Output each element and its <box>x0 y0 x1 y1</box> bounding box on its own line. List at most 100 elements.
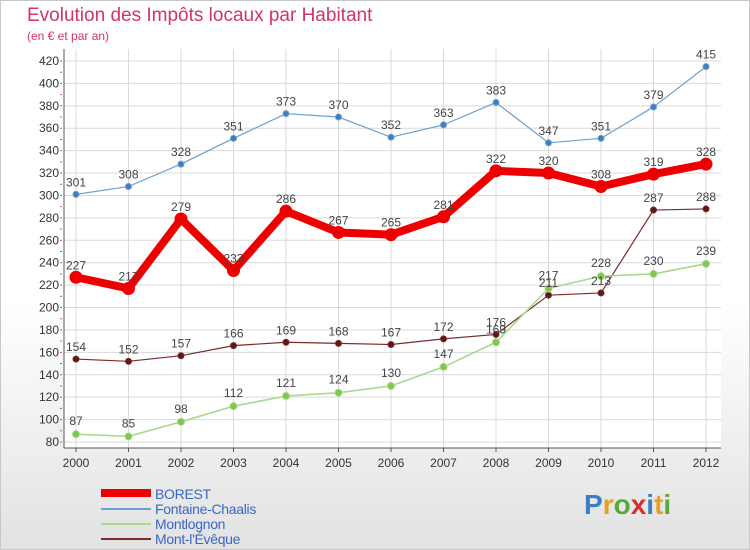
data-label-borest: 281 <box>433 198 453 212</box>
data-label-borest: 279 <box>171 200 191 214</box>
x-tick-label: 2000 <box>63 456 90 470</box>
data-point-montlognon <box>177 417 185 426</box>
y-tick-label: 260 <box>39 233 59 247</box>
data-label-borest: 286 <box>276 192 296 206</box>
chart-title: Evolution des Impôts locaux par Habitant <box>27 5 373 26</box>
data-label-mont-l-v-que: 213 <box>591 274 611 288</box>
y-tick-label: 420 <box>39 54 59 68</box>
data-point-borest <box>594 180 608 194</box>
data-point-fontaine-chaalis <box>492 98 500 106</box>
data-label-fontaine-chaalis: 347 <box>538 124 558 138</box>
legend-label-fontaine-chaalis: Fontaine-Chaalis <box>155 501 257 517</box>
data-label-montlognon: 239 <box>696 244 716 258</box>
data-label-fontaine-chaalis: 370 <box>328 98 348 112</box>
data-point-montlognon <box>702 259 710 268</box>
y-tick-label: 120 <box>39 390 59 404</box>
data-point-mont-l-v-que <box>177 352 185 360</box>
data-point-borest <box>384 228 398 242</box>
data-label-fontaine-chaalis: 379 <box>643 88 663 102</box>
data-label-mont-l-v-que: 169 <box>276 323 296 337</box>
data-label-mont-l-v-que: 152 <box>118 342 138 356</box>
x-tick-label: 2012 <box>693 456 720 470</box>
x-tick-label: 2005 <box>325 456 352 470</box>
y-tick-label: 300 <box>39 188 59 202</box>
data-label-mont-l-v-que: 172 <box>433 320 453 334</box>
data-label-montlognon: 124 <box>328 373 348 387</box>
logo-letter: r <box>602 489 614 520</box>
data-label-mont-l-v-que: 287 <box>643 191 663 205</box>
y-tick-label: 220 <box>39 278 59 292</box>
x-tick-label: 2007 <box>430 456 457 470</box>
data-point-montlognon <box>334 388 343 397</box>
data-point-mont-l-v-que <box>230 342 237 350</box>
data-point-fontaine-chaalis <box>597 134 605 142</box>
chart-subtitle: (en € et par an) <box>27 29 110 43</box>
y-tick-label: 380 <box>39 99 59 113</box>
data-label-borest: 308 <box>591 168 611 182</box>
logo-letter: i <box>646 489 655 520</box>
data-label-fontaine-chaalis: 373 <box>276 95 296 109</box>
x-tick-label: 2004 <box>273 456 300 470</box>
data-label-borest: 319 <box>643 155 663 169</box>
data-label-fontaine-chaalis: 328 <box>171 145 191 159</box>
data-point-fontaine-chaalis <box>650 103 657 111</box>
data-point-fontaine-chaalis <box>440 121 447 129</box>
legend-swatch-fontaine-chaalis <box>101 508 151 510</box>
y-tick-label: 400 <box>39 76 59 90</box>
proxiti-logo: Proxiti <box>584 489 671 521</box>
data-point-montlognon <box>649 269 658 278</box>
data-point-mont-l-v-que <box>702 205 710 213</box>
data-point-mont-l-v-que <box>72 355 80 363</box>
y-tick-label: 320 <box>39 166 59 180</box>
data-point-borest <box>489 164 503 178</box>
data-point-borest <box>279 204 293 218</box>
data-label-borest: 227 <box>66 258 86 272</box>
data-label-mont-l-v-que: 154 <box>66 340 86 354</box>
data-label-montlognon: 169 <box>486 322 506 336</box>
legend-swatch-montlognon <box>101 523 151 525</box>
data-label-mont-l-v-que: 166 <box>223 327 243 341</box>
data-point-borest <box>647 167 660 181</box>
y-tick-label: 100 <box>39 413 59 427</box>
y-tick-label: 180 <box>39 323 59 337</box>
y-tick-label: 160 <box>39 345 59 359</box>
data-label-mont-l-v-que: 176 <box>486 315 506 329</box>
data-point-mont-l-v-que <box>125 357 132 365</box>
data-label-montlognon: 85 <box>122 416 136 430</box>
legend-swatch-borest <box>101 489 151 497</box>
data-label-montlognon: 112 <box>224 386 243 400</box>
data-label-fontaine-chaalis: 301 <box>66 175 86 189</box>
data-label-borest: 328 <box>696 145 716 159</box>
data-point-mont-l-v-que <box>545 291 552 299</box>
data-label-mont-l-v-que: 168 <box>328 324 348 338</box>
data-point-borest <box>437 210 450 224</box>
y-tick-label: 80 <box>46 435 60 449</box>
data-point-montlognon <box>492 338 500 347</box>
data-point-mont-l-v-que <box>282 338 290 346</box>
data-label-montlognon: 130 <box>381 366 401 380</box>
data-label-montlognon: 147 <box>433 347 453 361</box>
data-point-montlognon <box>229 402 238 411</box>
data-label-montlognon: 87 <box>69 414 83 428</box>
y-tick-label: 200 <box>39 301 59 315</box>
data-point-borest <box>122 281 135 295</box>
data-point-fontaine-chaalis <box>387 133 395 141</box>
data-point-fontaine-chaalis <box>72 190 80 198</box>
data-label-fontaine-chaalis: 363 <box>433 106 453 120</box>
data-point-montlognon <box>282 392 290 401</box>
logo-letter: i <box>663 489 672 520</box>
data-label-fontaine-chaalis: 308 <box>118 168 138 182</box>
legend-label-montlognon: Montlognon <box>155 516 226 532</box>
data-point-mont-l-v-que <box>492 330 500 338</box>
data-label-fontaine-chaalis: 351 <box>223 119 243 133</box>
x-tick-label: 2008 <box>483 456 510 470</box>
y-tick-label: 240 <box>39 256 59 270</box>
data-point-fontaine-chaalis <box>702 63 710 71</box>
data-label-borest: 267 <box>328 213 348 227</box>
logo-letter: P <box>584 489 603 520</box>
data-label-montlognon: 217 <box>538 268 558 282</box>
y-tick-label: 340 <box>39 144 59 158</box>
data-point-mont-l-v-que <box>650 206 657 214</box>
data-point-borest <box>69 270 83 284</box>
